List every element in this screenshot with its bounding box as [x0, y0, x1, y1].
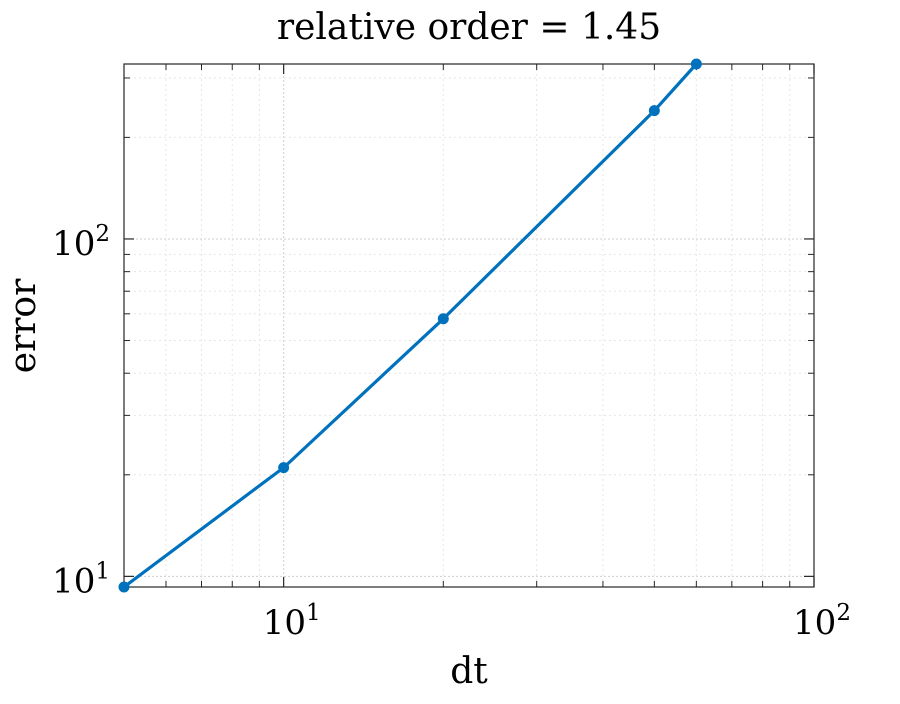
data-point-marker — [437, 313, 449, 325]
x-axis-label: dt — [450, 651, 488, 692]
x-tick-label: 101 — [263, 600, 321, 643]
tick-labels: 101 102 101 102 — [52, 221, 851, 643]
grid-layer — [124, 64, 814, 587]
series-layer — [118, 58, 702, 593]
y-tick-label: 102 — [52, 221, 110, 264]
chart-title: relative order = 1.45 — [277, 7, 661, 48]
tick-marks — [123, 64, 815, 587]
y-tick-label: 101 — [52, 558, 110, 601]
x-tick-label: 102 — [793, 600, 851, 643]
data-point-marker — [118, 581, 130, 593]
error-line — [122, 62, 698, 589]
data-point-marker — [690, 58, 702, 70]
plot-area — [123, 63, 815, 588]
data-point-marker — [648, 105, 660, 117]
y-axis-label: error — [3, 278, 44, 373]
data-point-marker — [278, 462, 290, 474]
